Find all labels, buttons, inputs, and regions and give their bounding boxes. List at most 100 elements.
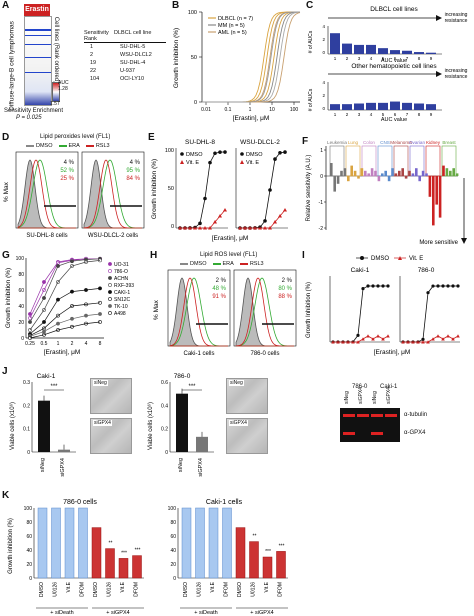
b-ytick-label: 100 (188, 10, 197, 16)
i-vite-line (403, 335, 459, 343)
panel-h-ylabel: % Max (153, 299, 160, 320)
f-bar (333, 176, 336, 192)
k-bar (262, 556, 273, 579)
flow-legend-swatch (180, 263, 188, 265)
b-xtick-label: 0.01 (201, 107, 211, 113)
c-xtick-label: 6 (394, 56, 397, 61)
blot-lane-label: siNeg (372, 391, 378, 404)
panel-j-bars: Caki-1 786-0 Viable cells (x10⁶) Viable … (9, 373, 214, 477)
k-ytick-label: 20 (26, 562, 32, 568)
j-ytick-label: 0.2 (161, 427, 168, 433)
b-xtick-label: 10 (269, 107, 275, 113)
micrograph-caki-sigpx4: siGPX4 (90, 418, 132, 454)
g-legend-swatch (108, 283, 112, 287)
k-bar (132, 555, 142, 579)
panel-h-title: Lipid ROS level (FL1) (200, 252, 258, 258)
f-category-label: CNS (380, 140, 390, 145)
j-sig: *** (50, 384, 58, 390)
table-header-line: DLBCL cell line (114, 30, 152, 36)
e-vite-point (283, 208, 287, 212)
flow-legend-item: DMSO (26, 143, 53, 149)
k-xtick-label: Vit.E (66, 581, 72, 592)
c-xtick-label: 3 (358, 112, 361, 117)
flow-legend-swatch (26, 145, 34, 147)
panel-c-xlabel-top: AUC value (381, 58, 407, 64)
panel-f-chart: Relative sensitivity (A.U.) 1 0 -1 -2 Leuke… (306, 140, 467, 246)
panel-e-left-title: SU-DHL-8 (185, 139, 215, 146)
panel-c-bottom-title: Other hematopoietic cell lines (351, 63, 437, 70)
c-bar (342, 43, 352, 54)
flow-legend-item: RSL3 (239, 261, 264, 267)
c-bar (390, 50, 400, 54)
k-sig: ** (253, 534, 257, 540)
f-bar (360, 168, 364, 176)
micrograph-786-sineg: siNeg (226, 378, 268, 414)
table-rank: 2 (90, 52, 94, 58)
j-bar (38, 400, 50, 452)
flow-legend-label: DMSO (36, 143, 53, 149)
e-legend-dmso: DMSO (246, 152, 263, 158)
table-cell-line: SU-DHL-4 (120, 60, 146, 66)
e-legend-vite: Vit. E (186, 160, 199, 166)
f-category-label: Lung (348, 140, 359, 145)
panel-j-ylabel-mid: Viable cells (x10⁶) (147, 402, 154, 450)
panel-c-chart: DLBCL cell lines increasing resistance 4 2… (308, 6, 468, 123)
panel-a-ylabel: Diffuse-large-B cell lymphomas (8, 21, 16, 111)
f-ytick-label: -2 (319, 226, 324, 232)
flow-histogram (17, 159, 76, 229)
panel-b-label: B (172, 0, 180, 11)
blot-header-786: 786-0 (352, 384, 368, 390)
panel-k-ylabel: Growth inhibition (%) (8, 518, 14, 574)
j-bar (176, 393, 188, 452)
c-bar (402, 50, 412, 54)
f-category-label: Colon (363, 140, 375, 145)
f-bar (350, 165, 353, 176)
panel-d-left-caption: SU-DHL-8 cells (26, 233, 67, 239)
k-xtick-label: DMSO (183, 582, 189, 597)
blot-lane-label: siGPX4 (386, 387, 392, 404)
panel-j-ylabel-left: Viable cells (x10⁶) (9, 402, 16, 450)
flow-percent: 48 % (212, 286, 226, 292)
b-dose-curve (202, 11, 300, 103)
k-ytick-label: 60 (26, 534, 32, 540)
f-category-label: Ovarian (409, 140, 426, 145)
k-xtick-label: Vit.E (264, 581, 270, 592)
panel-j-mid-title: 786-0 (174, 373, 191, 380)
flow-legend-label: RSL3 (249, 261, 264, 267)
k-ytick-label: 60 (170, 534, 176, 540)
g-ytick-label: 100 (16, 256, 25, 262)
colorbar-label: AUC (58, 80, 69, 86)
f-bar (387, 176, 391, 182)
g-ytick-label: 40 (18, 304, 24, 310)
panel-c-label: C (306, 0, 314, 11)
f-bar (384, 170, 387, 176)
g-legend-label: ACHN (114, 276, 129, 282)
panel-d-title: Lipid peroxides level (FL1) (40, 134, 111, 140)
g-ytick-label: 20 (18, 320, 24, 326)
j-bar-label: siNeg (178, 458, 184, 472)
j-ytick-label: 0.2 (23, 403, 30, 409)
i-legend-dmso: DMSO (371, 256, 389, 262)
k-sig: *** (265, 549, 271, 555)
k-bar (37, 507, 48, 579)
g-legend-swatch (108, 290, 112, 294)
k-bar (276, 551, 286, 579)
c-xtick-label: 1 (334, 56, 337, 61)
k-sig: *** (121, 550, 127, 556)
g-legend-swatch (108, 304, 112, 308)
e-legend-vite-swatch (240, 160, 244, 164)
k-ytick-label: 40 (26, 548, 32, 554)
panel-i-right-title: 786-0 (418, 267, 435, 274)
panel-c-ylabel-top: # of AUCs (308, 30, 314, 53)
f-category-box (425, 145, 441, 177)
panel-k-left-title: 786-0 cells (63, 499, 97, 506)
flow-percent: 52 % (60, 168, 74, 174)
panel-d-legend: DMSO ERA RSL3 (26, 143, 110, 149)
f-bar (408, 170, 411, 176)
g-series-line (29, 288, 101, 335)
j-bar-label: siGPX4 (60, 458, 66, 477)
k-xtick-label: DMSO (237, 582, 243, 597)
i-dmso-line (403, 285, 458, 343)
e-legend-vite: Vit. E (246, 160, 259, 166)
flow-percent: 4 % (64, 160, 75, 166)
